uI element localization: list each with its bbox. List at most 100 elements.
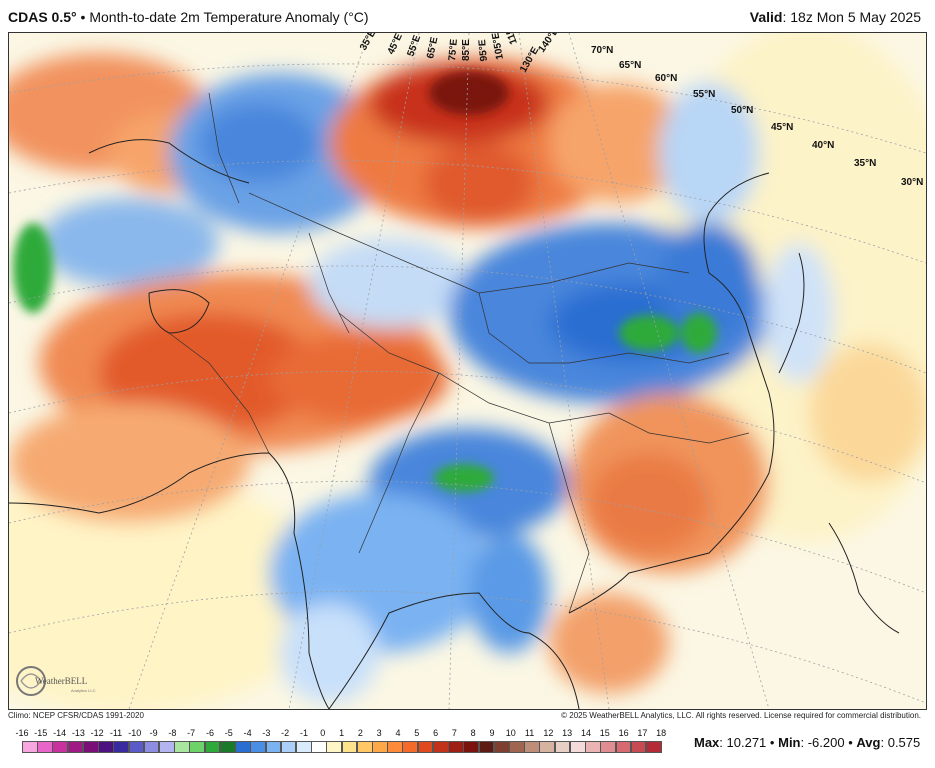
colorbar-tick-label: -1 — [299, 728, 308, 738]
lon-label: 75°E — [447, 38, 460, 61]
map-canvas: 70°N 65°N 60°N 55°N 50°N 45°N 40°N 35°N … — [9, 33, 926, 709]
colorbar-tick-label: 13 — [562, 728, 573, 738]
colorbar-tick-label: 14 — [580, 728, 591, 738]
anomaly-extremes — [13, 71, 717, 492]
lon-label: 95°E — [477, 39, 490, 62]
color-scale-legend: -16 -15 -14 -13 -12 -11 -10 -9 -8 -7 -6 -5 -4 -3 -2 -1 0… — [15, 728, 672, 754]
colorbar-swatch — [295, 741, 312, 753]
colorbar-swatch — [402, 741, 419, 753]
colorbar-tick-label: -13 — [71, 728, 85, 738]
colorbar-swatch — [432, 741, 449, 753]
colorbar-swatch — [478, 741, 495, 753]
weatherbell-logo: WeatherBELL Analytics LLC — [15, 661, 111, 701]
colorbar-tick-label: 1 — [339, 728, 345, 738]
max-label: Max — [694, 735, 720, 750]
colorbar-swatch — [98, 741, 114, 753]
colorbar-swatch — [204, 741, 221, 753]
latitude-labels: 70°N 65°N 60°N 55°N 50°N 45°N 40°N 35°N … — [591, 45, 923, 188]
lon-label: 85°E — [461, 39, 472, 61]
colorbar-swatch — [22, 741, 38, 753]
lat-label: 50°N — [731, 105, 753, 116]
lat-label: 55°N — [693, 89, 715, 100]
colorbar-tick-label: -3 — [262, 728, 271, 738]
colorbar-tick-label: 5 — [414, 728, 420, 738]
colorbar-tick-label: -5 — [224, 728, 233, 738]
colorbar-tick-label: -14 — [53, 728, 67, 738]
min-value: : -6.200 — [800, 735, 845, 750]
colorbar-swatch — [311, 741, 327, 753]
colorbar-tick-label: 8 — [470, 728, 476, 738]
colorbar-tick-label: -15 — [34, 728, 48, 738]
stats-separator: • — [848, 735, 853, 750]
colorbar-swatch — [539, 741, 556, 753]
colorbar-swatch — [326, 741, 343, 753]
colorbar-tick-label: 15 — [599, 728, 610, 738]
colorbar-swatch — [189, 741, 206, 753]
colorbar-swatch — [174, 741, 190, 753]
colorbar-tick-label: -16 — [15, 728, 29, 738]
colorbar-swatch — [417, 741, 434, 753]
colorbar-tick-label: 17 — [637, 728, 648, 738]
logo-subtext: Analytics LLC — [71, 688, 96, 693]
lat-label: 65°N — [619, 60, 641, 71]
header: CDAS 0.5° • Month-to-date 2m Temperature… — [0, 0, 935, 32]
colorbar-swatch — [524, 741, 540, 753]
colorbar-swatch — [630, 741, 647, 753]
colorbar-swatch — [341, 741, 358, 753]
field-statistics: Max: 10.271 • Min: -6.200 • Avg: 0.575 — [694, 735, 920, 750]
graticule — [9, 33, 926, 709]
lon-label: 65°E — [425, 36, 440, 60]
lon-label: 105°E — [490, 33, 506, 60]
colorbar-swatch — [356, 741, 373, 753]
colorbar-swatch — [585, 741, 601, 753]
colorbar-swatch — [509, 741, 525, 753]
avg-label: Avg — [856, 735, 881, 750]
colorbar-tick-label: 2 — [357, 728, 363, 738]
colorbar-tick-label: -9 — [149, 728, 158, 738]
colorbar-tick-label: -6 — [205, 728, 214, 738]
colorbar-swatch — [235, 741, 251, 753]
colorbar-swatch — [493, 741, 510, 753]
colorbar-tick-label: -10 — [128, 728, 142, 738]
model-name: CDAS 0.5 — [8, 9, 72, 25]
colorbar-swatch — [463, 741, 480, 753]
valid-value: : 18z Mon 5 May 2025 — [782, 9, 921, 25]
colorbar-tick-label: 18 — [656, 728, 667, 738]
colorbar-tick-label: 16 — [618, 728, 629, 738]
copyright-note: © 2025 WeatherBELL Analytics, LLC. All r… — [561, 711, 921, 720]
colorbar-swatch — [113, 741, 130, 753]
colorbar-swatch — [280, 741, 297, 753]
colorbar-tick-label: 10 — [505, 728, 516, 738]
colorbar-tick-label: 9 — [489, 728, 495, 738]
degree-symbol: ° — [71, 9, 77, 25]
colorbar-swatch — [143, 741, 160, 753]
colorbar-swatch — [372, 741, 388, 753]
map-title: CDAS 0.5° • Month-to-date 2m Temperature… — [8, 9, 369, 25]
colorbar-tick-label: -2 — [281, 728, 290, 738]
colorbar-swatch — [569, 741, 586, 753]
colorbar-swatch — [158, 741, 175, 753]
country-borders — [168, 92, 750, 614]
colorbar-tick-label: -4 — [243, 728, 252, 738]
logo-graphic: WeatherBELL Analytics LLC — [16, 666, 96, 696]
colorbar-swatch — [82, 741, 99, 753]
lat-label: 60°N — [655, 73, 677, 84]
anomaly-map: 70°N 65°N 60°N 55°N 50°N 45°N 40°N 35°N … — [8, 32, 927, 710]
colorbar-swatch — [448, 741, 464, 753]
colorbar-swatch — [615, 741, 632, 753]
colorbar-swatch — [645, 741, 662, 753]
lat-label: 30°N — [901, 177, 923, 188]
colorbar-swatch — [52, 741, 69, 753]
colorbar-tick-label: 11 — [524, 728, 535, 738]
colorbar-swatch — [67, 741, 84, 753]
lat-label: 40°N — [812, 140, 834, 151]
colorbar-tick-label: -7 — [187, 728, 196, 738]
colorbar-swatch — [219, 741, 236, 753]
colorbar-tick-label: -11 — [109, 728, 123, 738]
lat-label: 45°N — [771, 122, 793, 133]
colorbar-tick-label: 4 — [395, 728, 401, 738]
colorbar-swatch — [554, 741, 571, 753]
product-name: Month-to-date 2m Temperature Anomaly (°C… — [89, 9, 369, 25]
colorbar-swatch — [600, 741, 617, 753]
colorbar-tick-label: -8 — [168, 728, 177, 738]
